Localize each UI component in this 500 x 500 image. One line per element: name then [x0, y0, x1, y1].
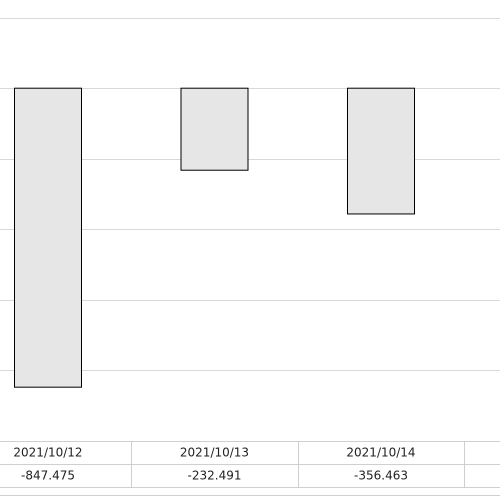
bar: [180, 87, 249, 171]
bar: [347, 87, 415, 215]
x-tick-label: 2021/10/13: [180, 446, 249, 460]
x-tick-label: 2021/10/14: [346, 446, 415, 460]
x-tick-label: 2021/10/12: [13, 446, 82, 460]
bar: [14, 87, 82, 388]
table-value: -356.463: [354, 469, 408, 483]
table-value: -847.475: [21, 469, 75, 483]
table-value: -232.491: [188, 469, 242, 483]
